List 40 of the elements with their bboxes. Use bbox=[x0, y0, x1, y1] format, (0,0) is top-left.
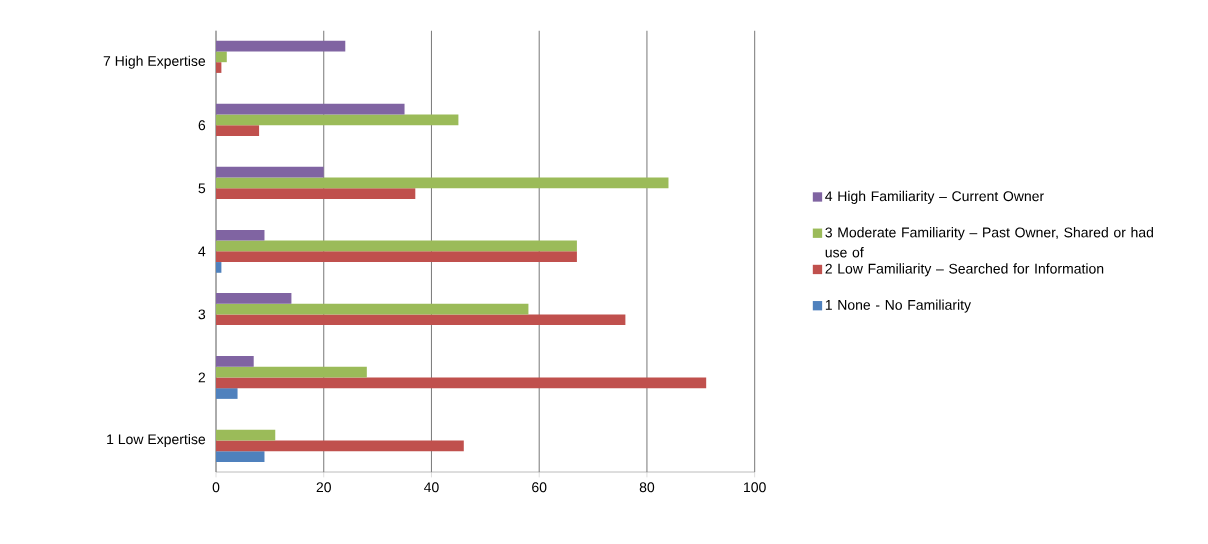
bar bbox=[216, 103, 405, 115]
y-tick-label: 1 Low Expertise bbox=[107, 433, 206, 448]
bar bbox=[216, 377, 707, 389]
bar bbox=[216, 166, 324, 178]
bar bbox=[216, 262, 222, 273]
bar bbox=[216, 62, 222, 73]
y-tick-label: 2 bbox=[198, 372, 206, 383]
bar bbox=[216, 356, 254, 367]
bar bbox=[216, 451, 265, 462]
x-tick-label: 80 bbox=[639, 482, 655, 493]
x-tick-label: 40 bbox=[424, 482, 439, 493]
bar bbox=[216, 314, 626, 326]
bar bbox=[216, 292, 292, 304]
bar bbox=[216, 366, 367, 378]
y-tick-label: 7 High Expertise bbox=[103, 55, 206, 69]
x-tick-label: 20 bbox=[316, 482, 331, 493]
bar bbox=[216, 40, 346, 52]
bar bbox=[216, 177, 669, 189]
bar bbox=[216, 303, 529, 315]
bar bbox=[216, 188, 416, 200]
x-tick-label: 100 bbox=[744, 482, 766, 493]
bar bbox=[216, 251, 577, 263]
bar bbox=[216, 440, 464, 452]
x-tick-label: 0 bbox=[212, 482, 220, 493]
bar bbox=[216, 125, 260, 136]
legend-label: 1 None - No Familiarity bbox=[825, 299, 971, 313]
bar bbox=[216, 240, 577, 252]
bar bbox=[216, 114, 459, 126]
y-tick-label: 4 bbox=[198, 246, 206, 257]
bar bbox=[216, 51, 227, 63]
y-tick-label: 3 bbox=[198, 309, 206, 320]
x-tick-label: 60 bbox=[532, 482, 547, 493]
bar bbox=[216, 429, 276, 441]
y-tick-label: 6 bbox=[198, 120, 206, 131]
bar bbox=[216, 388, 238, 399]
y-tick-label: 5 bbox=[198, 183, 206, 194]
bar bbox=[216, 229, 265, 241]
legend-label: 4 High Familiarity – Current Owner bbox=[825, 190, 1044, 204]
legend-label: 2 Low Familiarity – Searched for Information bbox=[825, 263, 1104, 277]
legend-label: 3 Moderate Familiarity – Past Owner, Shared or had use of bbox=[825, 227, 1153, 258]
